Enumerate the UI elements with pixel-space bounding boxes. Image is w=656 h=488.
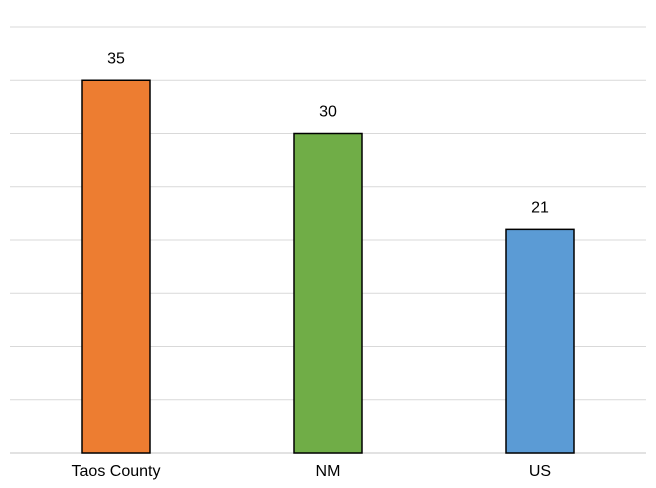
data-labels: 35 30 21 [107,50,549,216]
x-axis: Taos County NM US [72,463,552,480]
data-label-us: 21 [531,199,549,216]
category-label-us: US [529,463,551,480]
bar-taos-county [81,79,151,454]
bar-nm [293,132,363,454]
category-label-taos-county: Taos County [72,463,161,480]
data-label-nm: 30 [319,104,337,121]
data-label-taos-county: 35 [107,50,125,67]
bar-us [505,228,575,454]
category-label-nm: NM [316,463,341,480]
bars [81,79,575,454]
